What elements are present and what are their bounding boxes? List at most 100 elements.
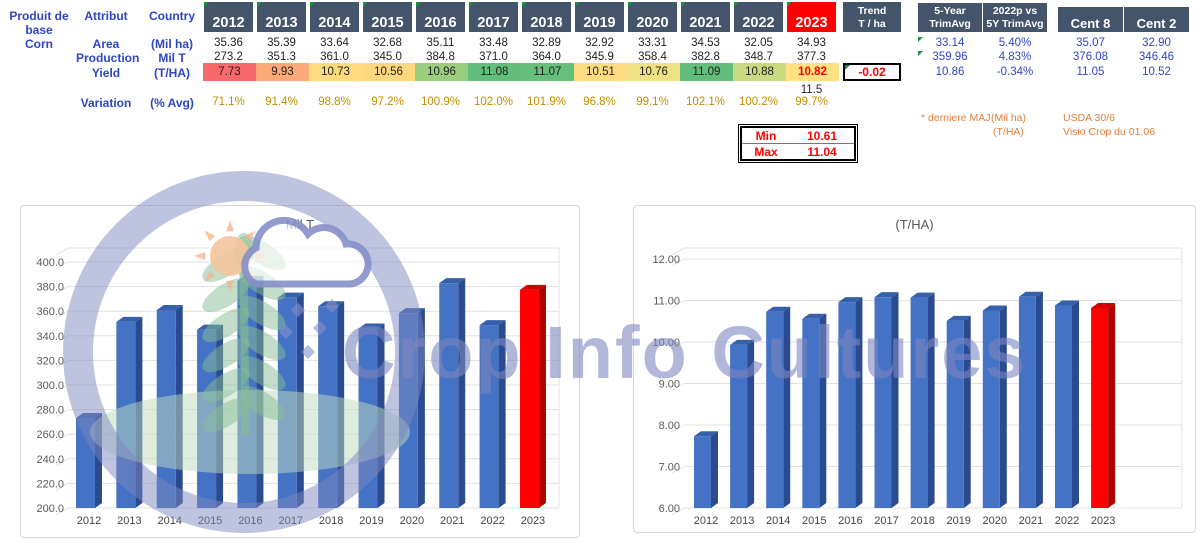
yield-value-cell[interactable]: 11.08 (468, 63, 521, 81)
vs-header-line1: 2022p vs (992, 5, 1038, 17)
y-tick-label: 400.0 (36, 257, 64, 269)
trimavg-column-header[interactable]: 5-Year TrimAvg (918, 3, 982, 32)
yield-value-cell[interactable]: 11.07 (521, 63, 574, 81)
minmax-box[interactable]: Min 10.61 Max 11.04 (738, 124, 858, 163)
year-header[interactable]: 2020 (628, 2, 677, 32)
area-value-cell[interactable]: 34.53 (691, 37, 720, 49)
year-header[interactable]: 2013 (257, 2, 306, 32)
unit-area[interactable]: (Mil ha) (151, 37, 193, 51)
bar (197, 329, 217, 508)
production-chart[interactable]: Mil T 400.0 380.0 360.0 340.0 320.0 300.0 280.… (20, 205, 580, 538)
variation-value-cell[interactable]: 102.0% (473, 96, 513, 108)
cell-flag-icon (734, 2, 739, 7)
area-value-cell[interactable]: 32.68 (373, 37, 402, 49)
area-value-cell[interactable]: 32.05 (744, 37, 773, 49)
cent8-value-cell[interactable]: 11.05 (1076, 66, 1105, 78)
bar (802, 318, 820, 508)
vs-column-header[interactable]: 2022p vs 5Y TrimAvg (983, 3, 1047, 32)
yield-value-cell[interactable]: 10.82 (786, 63, 839, 81)
yield-value-cell[interactable]: 9.93 (256, 63, 309, 81)
row-label-variation[interactable]: Variation (80, 96, 132, 110)
variation-value-cell[interactable]: 101.9% (526, 96, 566, 108)
year-header[interactable]: 2018 (522, 2, 571, 32)
variation-value-cell[interactable]: 102.1% (685, 96, 725, 108)
year-header[interactable]: 2021 (681, 2, 730, 32)
variation-value-cell[interactable]: 98.8% (318, 96, 351, 108)
cent8-value-cell[interactable]: 376.08 (1072, 51, 1109, 63)
production-value-cell[interactable]: 351.3 (267, 51, 296, 63)
production-value-cell[interactable]: 361.0 (320, 51, 349, 63)
variation-value-cell[interactable]: 99.1% (636, 96, 669, 108)
cent2-value-cell[interactable]: 346.46 (1138, 51, 1175, 63)
year-header[interactable]: 2012 (204, 2, 253, 32)
yield-2023-alt-value[interactable]: 11.5 (800, 84, 823, 96)
year-header[interactable]: 2015 (363, 2, 412, 32)
area-value-cell[interactable]: 35.39 (267, 37, 296, 49)
row-label-area[interactable]: Area (92, 37, 120, 51)
cent8-column-header[interactable]: Cent 8 (1058, 7, 1123, 32)
row-label-yield[interactable]: Yield (91, 66, 121, 80)
production-value-cell[interactable]: 358.4 (638, 51, 667, 63)
cell-flag-icon (681, 2, 686, 7)
trend-value-cell[interactable]: -0.02 (843, 63, 901, 81)
cent2-value-cell[interactable]: 32.90 (1142, 37, 1171, 49)
year-header[interactable]: 2023 (787, 2, 836, 32)
area-value-cell[interactable]: 35.11 (426, 37, 455, 49)
bar-top (802, 313, 827, 319)
cent2-column-header[interactable]: Cent 2 (1124, 7, 1189, 32)
yield-chart[interactable]: (T/HA) 12.00 11.00 10.00 9.00 8.00 7.00 6.00 20… (633, 205, 1196, 533)
production-value-cell[interactable]: 345.0 (373, 51, 402, 63)
vs-value-cell[interactable]: -0.34% (996, 66, 1034, 78)
area-value-cell[interactable]: 35.36 (214, 37, 243, 49)
yield-value-cell[interactable]: 10.96 (415, 63, 468, 81)
production-value-cell[interactable]: 345.9 (585, 51, 614, 63)
production-value-cell[interactable]: 348.7 (744, 51, 773, 63)
yield-value-cell[interactable]: 7.73 (203, 63, 256, 81)
row-label-production[interactable]: Production (76, 51, 140, 65)
variation-value-cell[interactable]: 96.8% (583, 96, 616, 108)
area-value-cell[interactable]: 32.92 (585, 37, 614, 49)
vs-value-cell[interactable]: 5.40% (998, 37, 1032, 49)
production-value-cell[interactable]: 364.0 (532, 51, 561, 63)
area-value-cell[interactable]: 32.89 (532, 37, 561, 49)
unit-production[interactable]: Mil T (158, 51, 186, 65)
yield-value-cell[interactable]: 11.09 (680, 63, 733, 81)
variation-value-cell[interactable]: 97.2% (371, 96, 404, 108)
variation-value-cell[interactable]: 91.4% (265, 96, 298, 108)
unit-variation[interactable]: (% Avg) (150, 96, 194, 110)
yield-value-cell[interactable]: 10.88 (733, 63, 786, 81)
trimavg-header-line2: TrimAvg (929, 17, 971, 30)
production-value-cell[interactable]: 384.8 (426, 51, 455, 63)
year-header[interactable]: 2022 (734, 2, 783, 32)
variation-value-cell[interactable]: 71.1% (212, 96, 245, 108)
year-header[interactable]: 2016 (416, 2, 465, 32)
year-header[interactable]: 2014 (310, 2, 359, 32)
area-value-cell[interactable]: 33.48 (479, 37, 508, 49)
trend-column-header[interactable]: Trend T / ha (843, 2, 901, 32)
production-value-cell[interactable]: 377.3 (797, 51, 826, 63)
production-value-cell[interactable]: 382.8 (691, 51, 720, 63)
area-value-cell[interactable]: 33.64 (320, 37, 349, 49)
yield-value-cell[interactable]: 10.76 (627, 63, 680, 81)
product-name-cell[interactable]: Corn (25, 37, 53, 51)
yield-value-cell[interactable]: 10.51 (574, 63, 627, 81)
yield-value-cell[interactable]: 10.56 (362, 63, 415, 81)
yield-value-cell[interactable]: 10.73 (309, 63, 362, 81)
variation-value-cell[interactable]: 100.9% (420, 96, 460, 108)
area-value-cell[interactable]: 33.31 (638, 37, 667, 49)
production-value-cell[interactable]: 273.2 (214, 51, 243, 63)
trimavg-value-cell[interactable]: 359.96 (918, 51, 982, 63)
year-header[interactable]: 2019 (575, 2, 624, 32)
production-value-cell[interactable]: 371.0 (479, 51, 508, 63)
trimavg-value-cell[interactable]: 33.14 (918, 37, 982, 49)
unit-yield[interactable]: (T/HA) (154, 66, 190, 80)
trimavg-value-cell[interactable]: 10.86 (935, 66, 965, 78)
cent8-value-cell[interactable]: 35.07 (1076, 37, 1105, 49)
variation-value-cell[interactable]: 100.2% (738, 96, 778, 108)
vs-value-cell[interactable]: 4.83% (998, 51, 1032, 63)
column-header-product: Produit de base (9, 9, 69, 37)
cent2-value-cell[interactable]: 10.52 (1142, 66, 1171, 78)
year-header[interactable]: 2017 (469, 2, 518, 32)
area-value-cell[interactable]: 34.93 (797, 37, 826, 49)
variation-value-cell[interactable]: 99.7% (795, 96, 828, 108)
